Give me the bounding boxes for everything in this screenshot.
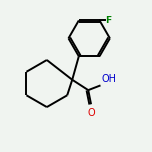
Text: F: F (105, 16, 112, 24)
Text: OH: OH (101, 74, 116, 84)
Text: O: O (87, 108, 95, 118)
